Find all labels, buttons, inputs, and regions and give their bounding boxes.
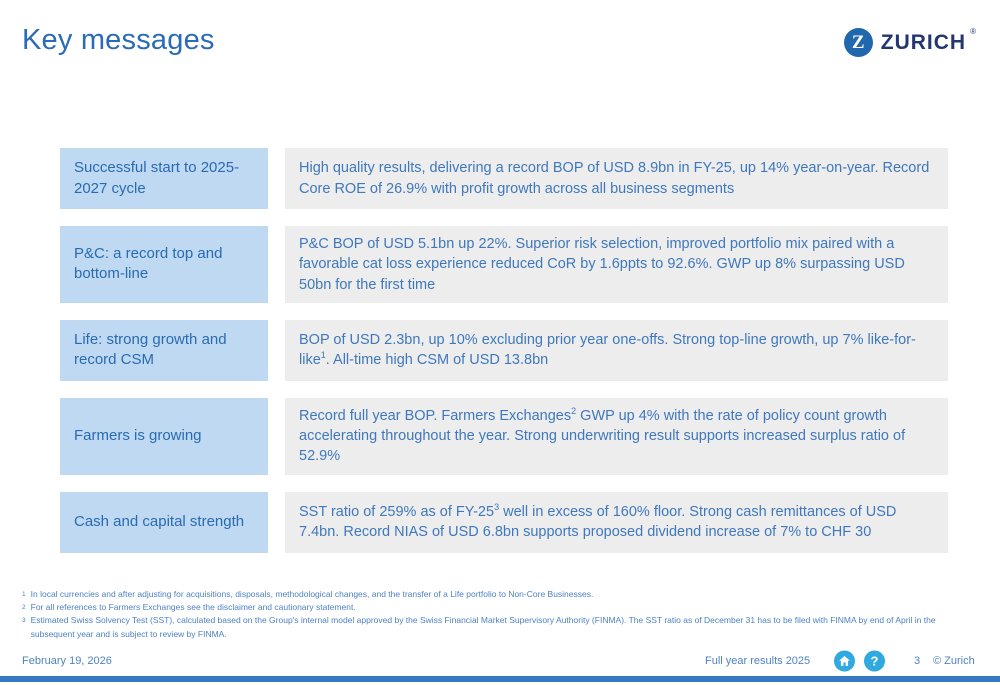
footnote-item: 3 Estimated Swiss Solvency Test (SST), c… <box>22 614 978 640</box>
key-message-row: P&C: a record top and bottom-line P&C BO… <box>60 226 948 303</box>
zurich-wordmark: ZURICH <box>880 30 967 54</box>
key-message-row: Cash and capital strength SST ratio of 2… <box>60 491 948 553</box>
slide-header: Key messages Z ZURICH ® <box>22 24 976 57</box>
key-messages-list: Successful start to 2025-2027 cycle High… <box>60 148 948 553</box>
zurich-logo: Z ZURICH ® <box>843 27 976 57</box>
footnote-text: Estimated Swiss Solvency Test (SST), cal… <box>30 615 936 639</box>
footnote-item: 1 In local currencies and after adjustin… <box>22 588 978 601</box>
key-message-row: Farmers is growing Record full year BOP.… <box>60 397 948 475</box>
message-content: Record full year BOP. Farmers Exchanges2… <box>285 397 948 475</box>
footer-doc-title: Full year results 2025 <box>705 655 811 667</box>
footnote-marker: 2 <box>22 604 26 612</box>
message-label: Cash and capital strength <box>60 491 268 553</box>
home-icon <box>838 655 851 668</box>
footnote-marker: 3 <box>22 617 26 625</box>
message-content: SST ratio of 259% as of FY-253 well in e… <box>285 491 948 553</box>
home-button[interactable] <box>834 650 855 672</box>
message-label: Life: strong growth and record CSM <box>60 319 268 381</box>
zurich-z-letter: Z <box>851 31 865 53</box>
key-message-row: Life: strong growth and record CSM BOP o… <box>60 319 948 381</box>
footnote-text: For all references to Farmers Exchanges … <box>30 602 356 613</box>
page-number: 3 <box>914 655 921 667</box>
footnote-item: 2 For all references to Farmers Exchange… <box>22 601 978 614</box>
slide-footer: February 19, 2026 Full year results 2025… <box>22 650 978 672</box>
footer-date: February 19, 2026 <box>22 655 112 667</box>
registered-trademark-mark: ® <box>970 27 976 36</box>
copyright: © Zurich <box>933 655 975 667</box>
message-content: BOP of USD 2.3bn, up 10% excluding prior… <box>285 319 948 381</box>
message-label: P&C: a record top and bottom-line <box>60 226 268 303</box>
footnote-text: In local currencies and after adjusting … <box>30 589 594 599</box>
message-content: High quality results, delivering a recor… <box>285 148 948 209</box>
help-button[interactable]: ? <box>864 650 885 672</box>
bottom-accent-bar <box>0 676 1000 682</box>
page-title: Key messages <box>22 24 215 56</box>
footnote-marker: 1 <box>22 591 26 598</box>
message-label: Successful start to 2025-2027 cycle <box>60 148 268 209</box>
message-label: Farmers is growing <box>60 397 268 475</box>
question-mark-icon: ? <box>870 653 879 669</box>
footnotes: 1 In local currencies and after adjustin… <box>22 588 978 641</box>
key-message-row: Successful start to 2025-2027 cycle High… <box>60 148 948 209</box>
message-content: P&C BOP of USD 5.1bn up 22%. Superior ri… <box>285 226 948 303</box>
zurich-z-icon: Z <box>843 28 873 57</box>
